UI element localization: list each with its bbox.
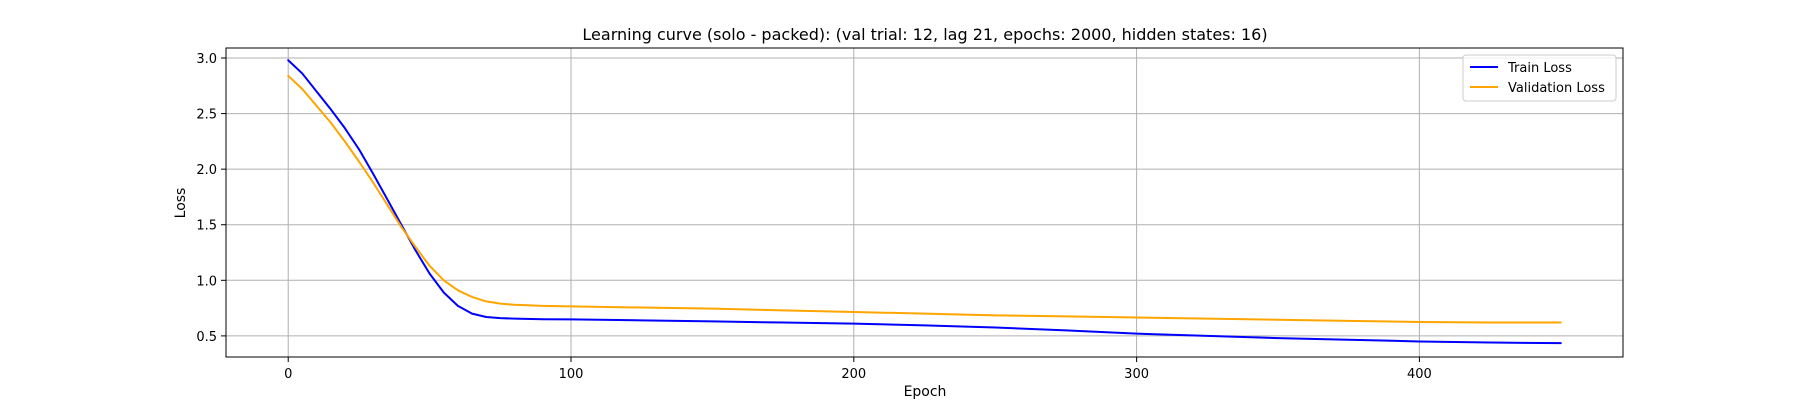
series-line-validation-loss [287,74,1562,324]
legend: Train Loss Validation Loss [1462,54,1617,102]
y-axis-label: Loss [173,188,189,219]
x-tick-label: 0 [284,367,292,382]
y-tick-label: 1.5 [196,219,217,234]
y-tick-label: 0.5 [196,330,217,345]
legend-label-train-loss: Train Loss [1507,61,1572,76]
chart-title: Learning curve (solo - packed): (val tri… [582,25,1267,44]
legend-label-validation-loss: Validation Loss [1508,81,1605,96]
x-tick-label: 100 [559,367,584,382]
y-tick-label: 2.0 [196,163,217,178]
grid-layer [226,48,1623,357]
series-layer [287,59,1562,345]
tick-layer: 0 100 200 300 400 0.5 1.0 1.5 2.0 2.5 3.0 [196,52,1431,382]
plot-frame [225,47,1624,358]
y-tick-label: 3.0 [196,52,217,67]
series-line-train-loss [287,59,1562,345]
y-tick-label: 1.0 [196,274,217,289]
x-tick-label: 300 [1124,367,1149,382]
legend-box [1462,54,1617,102]
x-tick-label: 400 [1407,367,1432,382]
x-axis-label: Epoch [904,384,947,400]
y-tick-label: 2.5 [196,108,217,123]
x-tick-label: 200 [841,367,866,382]
